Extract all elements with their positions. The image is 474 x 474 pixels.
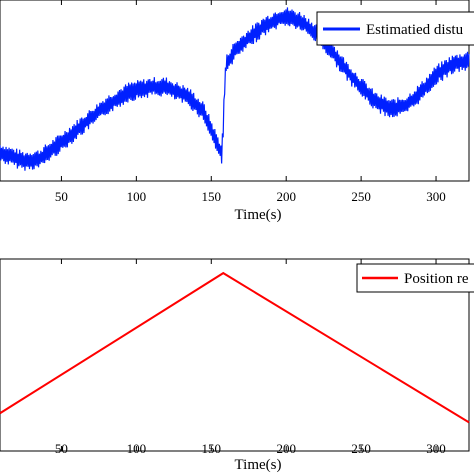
- x-axis-label: Time(s): [235, 457, 282, 473]
- x-tick-label: 250: [351, 441, 371, 456]
- legend: Position re: [356, 263, 474, 293]
- x-tick-label: 300: [426, 189, 446, 204]
- x-axis-ticks: [60, 0, 437, 181]
- x-tick-label: 300: [426, 441, 446, 456]
- legend-label: Estimatied distu: [366, 22, 464, 38]
- position-reference-line: [0, 271, 470, 424]
- x-tick-label: 50: [55, 441, 68, 456]
- x-axis-tick-labels: 50 100 150 200 250 300: [55, 441, 446, 456]
- legend: Estimatied distu: [316, 11, 474, 46]
- x-axis-tick-labels: 50 100 150 200 250 300: [55, 189, 446, 204]
- x-tick-label: 200: [276, 189, 296, 204]
- legend-label: Position re: [404, 271, 469, 287]
- x-tick-label: 150: [202, 441, 222, 456]
- x-axis-ticks: [60, 259, 437, 451]
- legend-box: [316, 11, 474, 46]
- x-tick-label: 200: [276, 441, 296, 456]
- x-tick-label: 50: [55, 189, 68, 204]
- x-tick-label: 250: [351, 189, 371, 204]
- estimated-disturbance-line: [0, 7, 470, 171]
- x-tick-label: 150: [202, 189, 222, 204]
- x-tick-label: 100: [127, 441, 147, 456]
- x-axis-label: Time(s): [235, 207, 282, 223]
- x-tick-label: 100: [127, 189, 147, 204]
- disturbance-panel: 50 100 150 200 250 300 Time(s) Estimatied dis…: [0, 0, 474, 223]
- position-panel: 50 100 150 200 250 300 Time(s) Position re: [0, 258, 474, 473]
